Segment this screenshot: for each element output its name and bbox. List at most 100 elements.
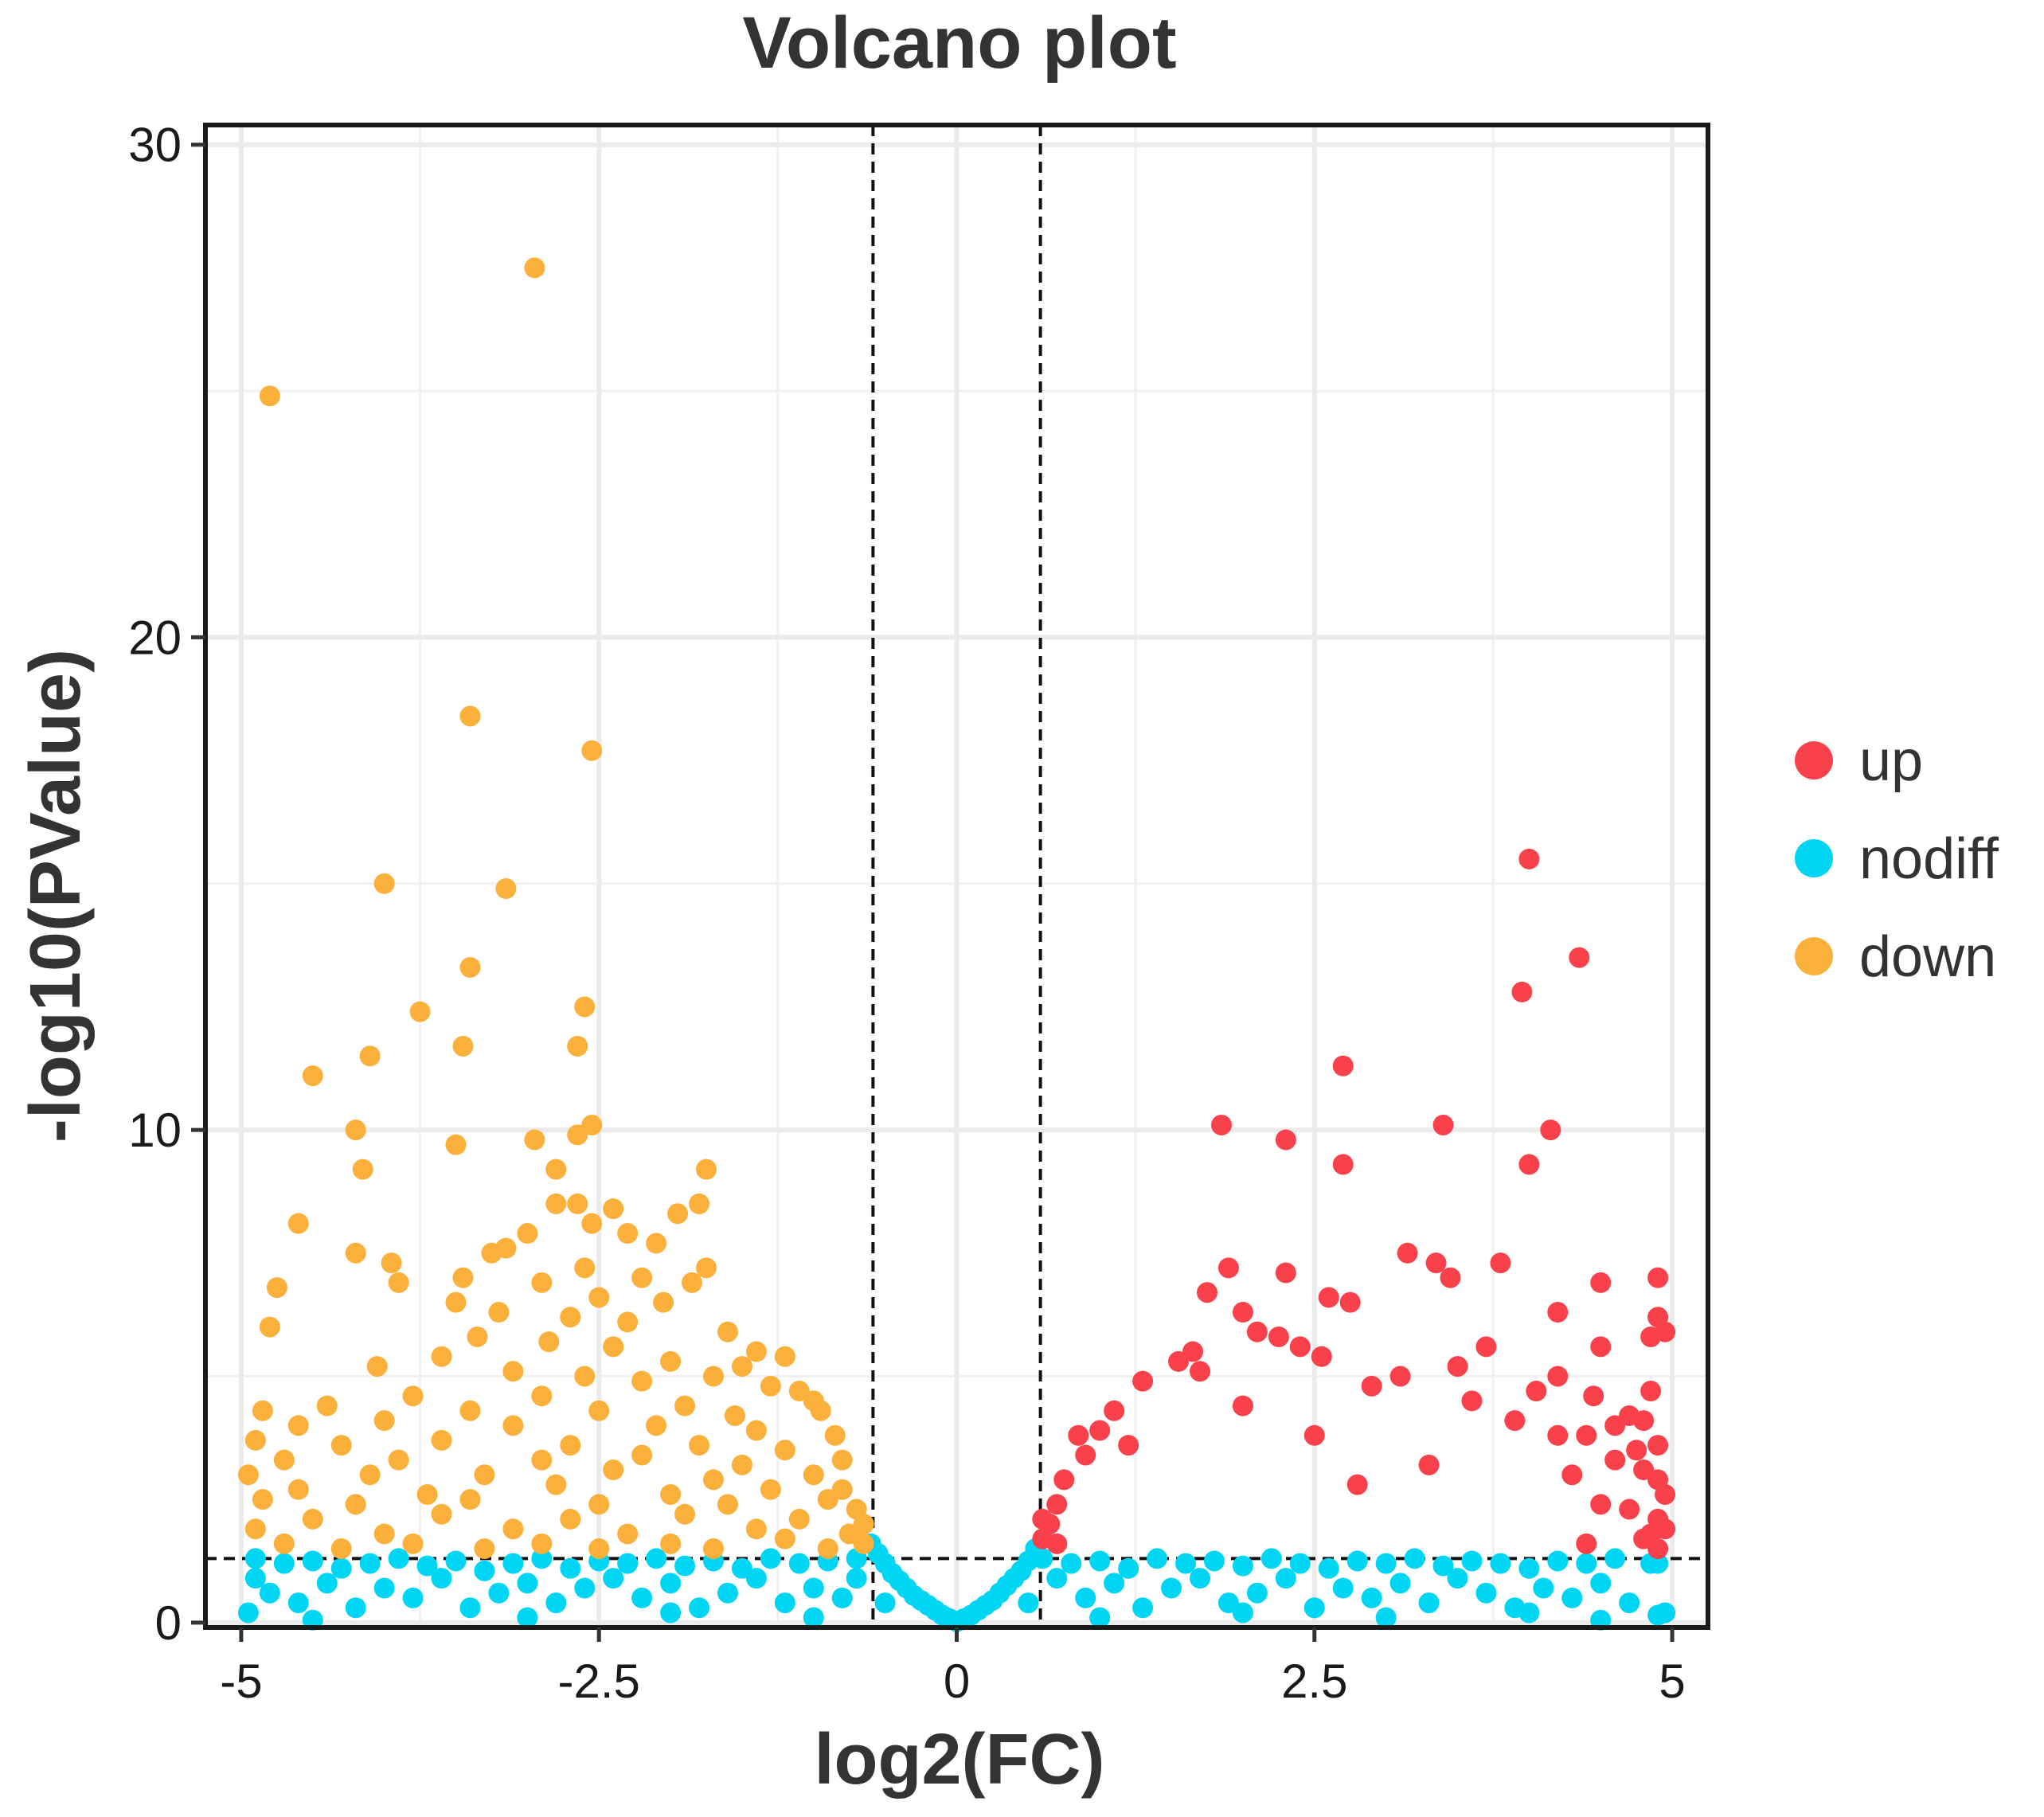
- data-point-nodiff: [259, 1582, 280, 1604]
- data-point-down: [567, 1124, 588, 1146]
- data-point-nodiff: [1346, 1550, 1368, 1572]
- data-point-up: [1475, 1336, 1497, 1358]
- data-point-nodiff: [1518, 1557, 1540, 1579]
- data-point-down: [531, 1385, 553, 1407]
- data-point-down: [760, 1375, 781, 1397]
- data-point-nodiff: [803, 1607, 824, 1628]
- data-point-up: [1217, 1257, 1239, 1279]
- data-point-nodiff: [1203, 1550, 1225, 1572]
- data-point-down: [452, 1035, 474, 1057]
- data-point-up: [1339, 1291, 1361, 1313]
- data-point-down: [345, 1494, 366, 1515]
- data-point-up: [1118, 1435, 1139, 1456]
- x-axis-ticks: -5 -2.5 0 2.5 5: [220, 1627, 1686, 1708]
- data-point-up: [1397, 1242, 1418, 1264]
- data-point-down: [745, 1518, 767, 1540]
- data-point-down: [560, 1435, 581, 1456]
- data-point-down: [431, 1429, 452, 1451]
- data-point-down: [524, 1129, 545, 1151]
- data-point-down: [259, 1316, 280, 1338]
- data-point-up: [1655, 1483, 1676, 1505]
- data-point-down: [631, 1444, 653, 1466]
- data-point-down: [287, 1479, 309, 1500]
- data-point-down: [603, 1198, 624, 1220]
- data-point-up: [1332, 1154, 1354, 1175]
- data-point-nodiff: [1389, 1573, 1411, 1594]
- data-point-nodiff: [846, 1568, 867, 1589]
- data-point-down: [567, 1193, 588, 1214]
- y-tick-label: 30: [128, 119, 182, 172]
- data-point-down: [567, 1035, 588, 1057]
- data-point-down: [660, 1350, 682, 1372]
- data-point-nodiff: [1118, 1557, 1139, 1579]
- data-point-down: [373, 1410, 395, 1432]
- data-point-nodiff: [416, 1555, 438, 1577]
- data-point-down: [495, 877, 517, 899]
- data-point-up: [1590, 1272, 1612, 1293]
- data-point-down: [617, 1311, 639, 1333]
- data-point-nodiff: [1404, 1548, 1425, 1569]
- data-point-down: [352, 1159, 373, 1180]
- y-tick-label: 10: [128, 1104, 182, 1157]
- data-point-down: [252, 1489, 273, 1510]
- data-point-down: [345, 1120, 366, 1141]
- data-point-down: [724, 1405, 745, 1426]
- y-tick-label: 0: [155, 1596, 182, 1650]
- data-point-up: [1311, 1346, 1332, 1367]
- data-point-down: [603, 1336, 624, 1358]
- data-point-up: [1647, 1267, 1669, 1288]
- data-point-nodiff: [1461, 1550, 1483, 1572]
- data-point-nodiff: [1418, 1592, 1440, 1614]
- data-point-down: [702, 1538, 724, 1560]
- data-point-nodiff: [1075, 1587, 1096, 1608]
- legend-label-down: down: [1859, 925, 1996, 989]
- data-point-down: [774, 1440, 795, 1461]
- data-point-nodiff: [1490, 1553, 1511, 1574]
- data-point-down: [474, 1538, 495, 1560]
- data-point-up: [1210, 1114, 1232, 1135]
- data-point-up: [1418, 1454, 1440, 1475]
- data-point-nodiff: [517, 1607, 538, 1628]
- legend-marker-up: [1795, 741, 1833, 780]
- data-point-down: [302, 1508, 323, 1530]
- x-tick-label: 0: [944, 1655, 970, 1708]
- data-point-nodiff: [646, 1548, 667, 1569]
- data-point-up: [1604, 1415, 1626, 1436]
- data-point-down: [617, 1223, 639, 1245]
- data-point-down: [502, 1361, 524, 1382]
- data-point-up: [1447, 1356, 1468, 1377]
- data-point-down: [689, 1435, 710, 1456]
- data-point-down: [689, 1193, 710, 1214]
- data-point-down: [287, 1213, 309, 1234]
- data-point-nodiff: [545, 1592, 567, 1614]
- data-point-down: [574, 1366, 596, 1387]
- data-point-down: [474, 1464, 495, 1486]
- data-point-up: [1432, 1114, 1454, 1135]
- data-point-down: [810, 1400, 831, 1421]
- data-point-up: [1461, 1390, 1483, 1412]
- data-point-nodiff: [717, 1582, 738, 1604]
- data-point-down: [259, 385, 280, 407]
- legend-marker-down: [1795, 937, 1833, 975]
- data-point-up: [1275, 1262, 1296, 1284]
- data-point-down: [388, 1272, 409, 1293]
- data-point-down: [617, 1523, 639, 1545]
- legend-label-up: up: [1859, 729, 1923, 793]
- legend-label-nodiff: nodiff: [1859, 827, 1999, 891]
- data-point-up: [1490, 1252, 1511, 1274]
- data-point-nodiff: [1576, 1553, 1597, 1574]
- data-point-down: [817, 1489, 838, 1510]
- data-point-down: [402, 1385, 424, 1407]
- data-point-nodiff: [788, 1553, 810, 1574]
- x-tick-label: 2.5: [1281, 1655, 1347, 1708]
- data-point-down: [244, 1518, 266, 1540]
- data-point-nodiff: [660, 1602, 682, 1624]
- data-point-down: [481, 1242, 502, 1264]
- data-point-down: [745, 1420, 767, 1441]
- data-point-up: [1046, 1533, 1068, 1554]
- data-point-down: [631, 1267, 653, 1288]
- data-point-up: [1303, 1424, 1325, 1446]
- data-point-down: [603, 1459, 624, 1481]
- data-point-nodiff: [1289, 1553, 1311, 1574]
- data-point-down: [445, 1291, 467, 1313]
